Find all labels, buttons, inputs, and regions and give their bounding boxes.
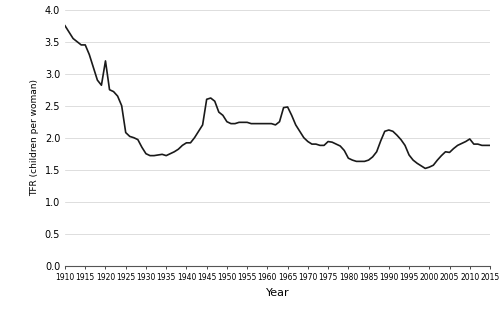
Y-axis label: TFR (children per woman): TFR (children per woman) xyxy=(30,79,39,196)
X-axis label: Year: Year xyxy=(266,288,289,298)
